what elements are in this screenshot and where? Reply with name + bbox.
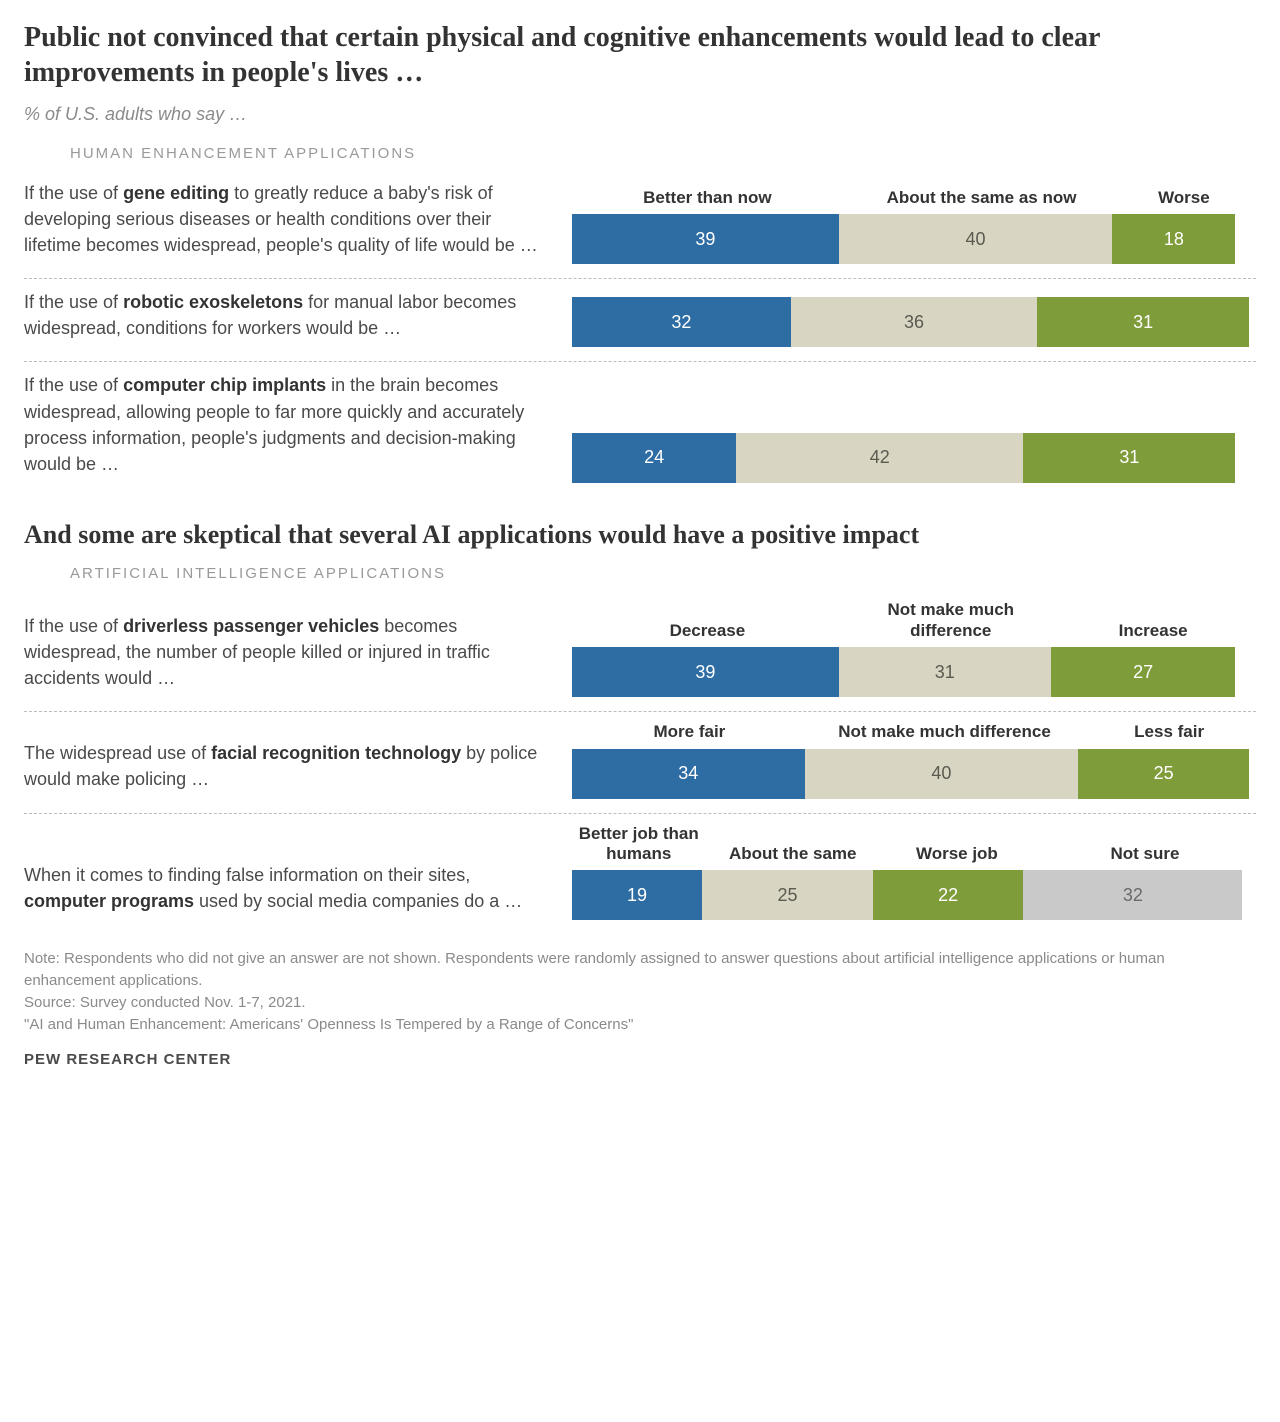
chart-row: If the use of gene editing to greatly re… — [24, 170, 1256, 278]
bar-segment: 36 — [791, 297, 1037, 347]
bar-header-cell: About the same — [706, 824, 880, 865]
bar-segment: 40 — [805, 749, 1079, 799]
bar-segment: 19 — [572, 870, 702, 920]
bar-segment: 25 — [702, 870, 873, 920]
bar-segment: 39 — [572, 647, 839, 697]
stacked-bar: 244231 — [572, 433, 1256, 483]
row-description: If the use of driverless passenger vehic… — [24, 613, 544, 697]
source-text: Source: Survey conducted Nov. 1-7, 2021. — [24, 992, 1256, 1014]
bar-header-cell: Better job than humans — [572, 824, 706, 865]
bar-headers: Better job than humansAbout the sameWors… — [572, 824, 1256, 865]
bar-header-cell: Increase — [1059, 600, 1248, 641]
bar-segment: 18 — [1112, 214, 1235, 264]
row-chart: Better than nowAbout the same as nowWors… — [572, 188, 1256, 264]
row-chart: 244231 — [572, 433, 1256, 483]
row-chart: Better job than humansAbout the sameWors… — [572, 824, 1256, 921]
row-chart: More fairNot make much differenceLess fa… — [572, 722, 1256, 798]
bar-segment: 40 — [839, 214, 1113, 264]
bar-segment: 31 — [1037, 297, 1249, 347]
bar-segment: 32 — [572, 297, 791, 347]
bar-segment: 25 — [1078, 749, 1249, 799]
bar-segment: 31 — [1023, 433, 1235, 483]
bar-segment: 27 — [1051, 647, 1236, 697]
stacked-bar: 394018 — [572, 214, 1256, 264]
bar-segment: 42 — [736, 433, 1023, 483]
bar-segment: 24 — [572, 433, 736, 483]
bar-segment: 32 — [1023, 870, 1242, 920]
stacked-bar: 19252232 — [572, 870, 1256, 920]
row-description: If the use of robotic exoskeletons for m… — [24, 289, 544, 347]
report-text: "AI and Human Enhancement: Americans' Op… — [24, 1014, 1256, 1036]
row-description: If the use of computer chip implants in … — [24, 372, 544, 482]
bar-headers: Better than nowAbout the same as nowWors… — [572, 188, 1256, 208]
section1-label: HUMAN ENHANCEMENT APPLICATIONS — [70, 145, 1256, 162]
bar-segment: 39 — [572, 214, 839, 264]
bar-segment: 31 — [839, 647, 1051, 697]
stacked-bar: 393127 — [572, 647, 1256, 697]
row-description: The widespread use of facial recognition… — [24, 740, 544, 798]
chart-row: When it comes to finding false informati… — [24, 813, 1256, 935]
section2-rows: If the use of driverless passenger vehic… — [24, 590, 1256, 934]
footnotes: Note: Respondents who did not give an an… — [24, 948, 1256, 1035]
footer-brand: PEW RESEARCH CENTER — [24, 1051, 1256, 1068]
chart-row: The widespread use of facial recognition… — [24, 711, 1256, 812]
bar-header-cell: Better than now — [572, 188, 843, 208]
row-description: If the use of gene editing to greatly re… — [24, 180, 544, 264]
stacked-bar: 344025 — [572, 749, 1256, 799]
bar-header-cell: Not make much difference — [807, 722, 1083, 742]
chart-row: If the use of computer chip implants in … — [24, 361, 1256, 496]
section2-title: And some are skeptical that several AI a… — [24, 519, 1256, 552]
note-text: Note: Respondents who did not give an an… — [24, 948, 1256, 992]
bar-headers: DecreaseNot make much differenceIncrease — [572, 600, 1256, 641]
bar-header-cell: Worse — [1120, 188, 1247, 208]
bar-header-cell: Less fair — [1082, 722, 1256, 742]
row-chart: 323631 — [572, 297, 1256, 347]
bar-header-cell: Decrease — [572, 600, 843, 641]
bar-header-cell: Not make much difference — [843, 600, 1059, 641]
stacked-bar: 323631 — [572, 297, 1256, 347]
chart-subtitle: % of U.S. adults who say … — [24, 104, 1256, 125]
row-chart: DecreaseNot make much differenceIncrease… — [572, 600, 1256, 697]
section2-label: ARTIFICIAL INTELLIGENCE APPLICATIONS — [70, 565, 1256, 582]
chart-title: Public not convinced that certain physic… — [24, 20, 1256, 90]
bar-header-cell: Worse job — [880, 824, 1034, 865]
bar-header-cell: Not sure — [1034, 824, 1256, 865]
bar-header-cell: More fair — [572, 722, 807, 742]
chart-row: If the use of driverless passenger vehic… — [24, 590, 1256, 711]
bar-segment: 22 — [873, 870, 1023, 920]
section1-rows: If the use of gene editing to greatly re… — [24, 170, 1256, 497]
bar-segment: 34 — [572, 749, 805, 799]
bar-headers: More fairNot make much differenceLess fa… — [572, 722, 1256, 742]
chart-row: If the use of robotic exoskeletons for m… — [24, 278, 1256, 361]
row-description: When it comes to finding false informati… — [24, 862, 544, 920]
bar-header-cell: About the same as now — [843, 188, 1121, 208]
